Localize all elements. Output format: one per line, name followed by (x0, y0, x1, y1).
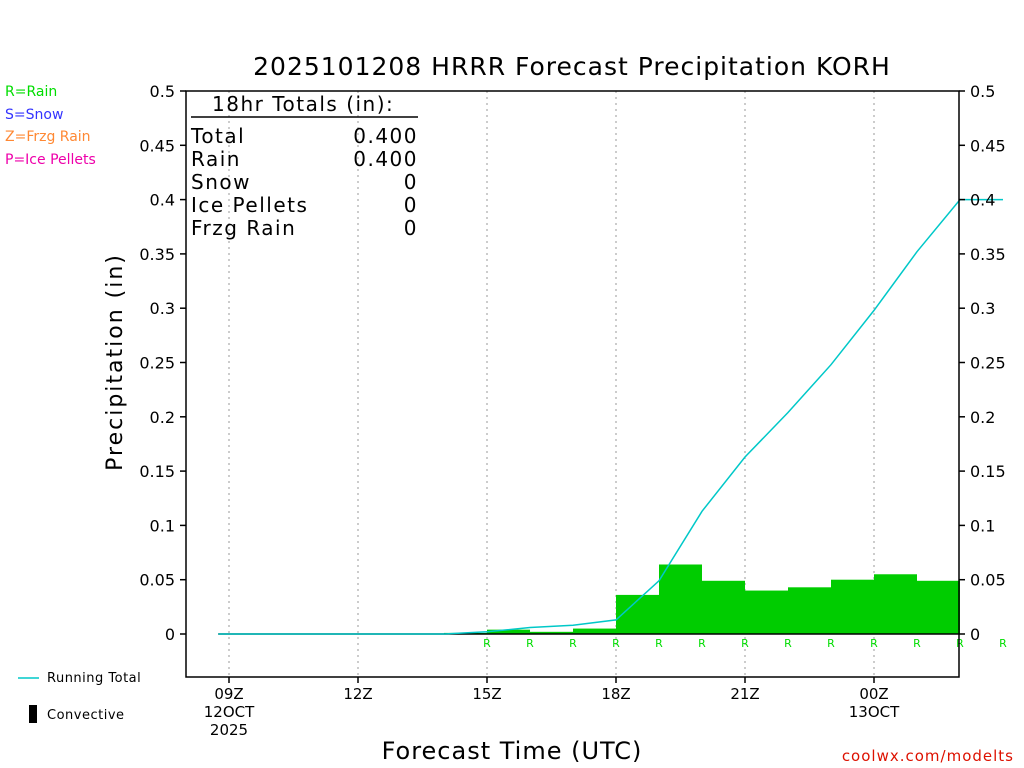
totals-label: Snow (191, 170, 251, 194)
ptype-mark: R (698, 637, 706, 650)
convective-swatch (29, 705, 37, 723)
precip-bar (487, 629, 530, 634)
x-tick-label: 09Z (214, 685, 243, 703)
y-tick-label: 0.5 (150, 82, 175, 101)
precip-bar (917, 580, 960, 634)
y-axis-label: Precipitation (in) (103, 253, 128, 471)
legend-ice-pellets: P=Ice Pellets (5, 152, 96, 168)
precip-bar (745, 590, 788, 634)
legend-convective: Convective (47, 708, 125, 723)
totals-label: Ice Pellets (191, 193, 308, 217)
precip-bar (831, 579, 874, 634)
y-tick-label: 0.45 (139, 136, 175, 155)
running-total-line (218, 198, 1003, 635)
precip-bar (530, 631, 573, 634)
chart-title: 2025101208 HRRR Forecast Precipitation K… (253, 52, 891, 81)
ptype-mark: R (870, 637, 878, 650)
y-tick-label: 0 (165, 625, 175, 644)
legend-running-total: Running Total (47, 671, 141, 686)
y-tick-label: 0.4 (970, 191, 995, 210)
totals-value: 0 (404, 193, 418, 217)
y-tick-label: 0.25 (139, 354, 175, 373)
ptype-mark: R (612, 637, 620, 650)
x-tick-label: 12Z (343, 685, 372, 703)
legend-rain: R=Rain (5, 84, 57, 100)
y-tick-label: 0.35 (970, 245, 1006, 264)
y-tick-label: 0.4 (150, 191, 175, 210)
x-tick-label: 18Z (601, 685, 630, 703)
precip-bar (874, 574, 917, 634)
totals-header: 18hr Totals (in): (212, 92, 394, 116)
totals-box: 18hr Totals (in): Total 0.400 Rain 0.400 Sno… (190, 92, 418, 240)
ptype-mark: R (827, 637, 835, 650)
y-ticks-right: 0 0.05 0.1 0.15 0.2 0.25 0.3 0.35 0.4 0.45 0.5 (959, 82, 1006, 644)
y-tick-label: 0.15 (139, 462, 175, 481)
source-url: coolwx.com/modelts (842, 747, 1014, 765)
y-tick-label: 0.45 (970, 136, 1006, 155)
y-tick-label: 0.25 (970, 354, 1006, 373)
x-tick-label: 15Z (472, 685, 501, 703)
totals-value: 0 (404, 170, 418, 194)
bars (444, 564, 960, 634)
ptype-mark: R (999, 637, 1007, 650)
legend-snow: S=Snow (5, 107, 63, 123)
ptype-mark: R (655, 637, 663, 650)
y-tick-label: 0.35 (139, 245, 175, 264)
ptype-mark: R (569, 637, 577, 650)
x-tick-label: 2025 (210, 721, 248, 739)
totals-rows: Total 0.400 Rain 0.400 Snow 0 Ice Pellets 0 Frzg… (190, 124, 418, 240)
y-tick-label: 0.15 (970, 462, 1006, 481)
y-tick-label: 0.5 (970, 82, 995, 101)
y-tick-label: 0.05 (139, 571, 175, 590)
legend-frzg-rain: Z=Frzg Rain (5, 129, 91, 145)
y-tick-label: 0.1 (970, 516, 995, 535)
precip-bar (573, 628, 616, 634)
ptype-mark: R (956, 637, 964, 650)
y-tick-label: 0.3 (970, 299, 995, 318)
ptype-mark: R (483, 637, 491, 650)
totals-value: 0.400 (353, 147, 418, 171)
precip-bar (788, 587, 831, 634)
precip-bar (616, 594, 659, 634)
precip-bar (702, 580, 745, 634)
y-tick-label: 0.2 (150, 408, 175, 427)
totals-value: 0.400 (353, 124, 418, 148)
ptype-mark: R (913, 637, 921, 650)
totals-label: Total (190, 124, 245, 148)
y-tick-label: 0 (970, 625, 980, 644)
x-tick-label: 13OCT (849, 703, 900, 721)
y-tick-label: 0.1 (150, 516, 175, 535)
x-tick-label: 21Z (730, 685, 759, 703)
x-tick-label: 00Z (859, 685, 888, 703)
ptype-mark: R (741, 637, 749, 650)
y-tick-label: 0.05 (970, 571, 1006, 590)
grid-lines (228, 91, 875, 677)
x-tick-label: 12OCT (204, 703, 255, 721)
totals-value: 0 (404, 216, 418, 240)
totals-label: Rain (191, 147, 241, 171)
totals-label: Frzg Rain (191, 216, 296, 240)
plot-frame (185, 90, 960, 678)
y-tick-label: 0.3 (150, 299, 175, 318)
y-ticks-left: 0 0.05 0.1 0.15 0.2 0.25 0.3 0.35 0.4 0.45 0.5 (139, 82, 186, 644)
x-axis-label: Forecast Time (UTC) (382, 737, 643, 765)
ptype-mark: R (526, 637, 534, 650)
precip-bar (659, 564, 702, 634)
ptype-mark: R (784, 637, 792, 650)
y-tick-label: 0.2 (970, 408, 995, 427)
